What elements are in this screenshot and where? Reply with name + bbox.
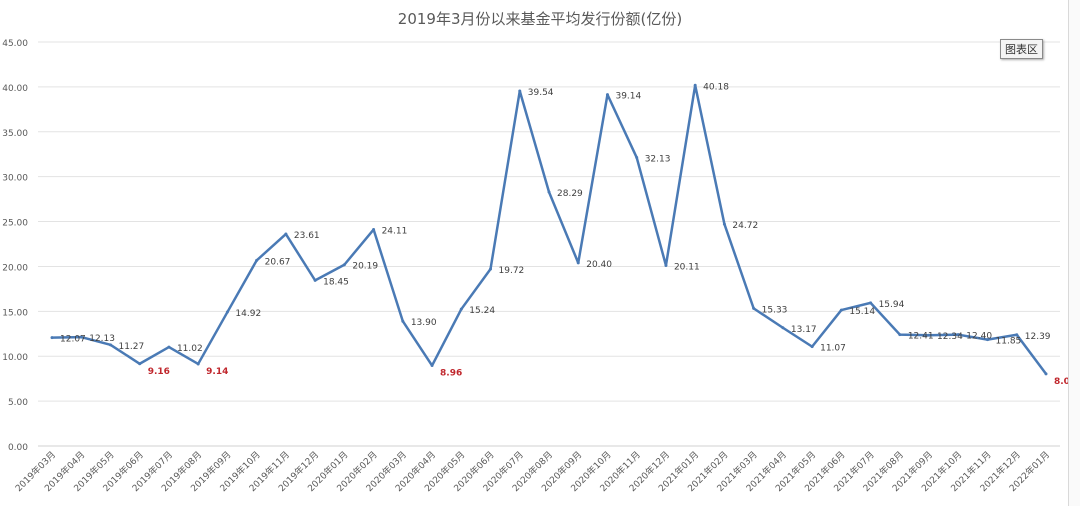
data-label: 20.67 <box>265 257 291 267</box>
data-point <box>781 326 785 330</box>
data-point <box>255 258 259 262</box>
data-point <box>138 362 142 366</box>
data-point <box>635 156 639 160</box>
data-point <box>1044 372 1048 376</box>
y-tick-label: 15.00 <box>2 308 28 318</box>
data-label: 15.24 <box>469 306 495 316</box>
data-point <box>1015 333 1019 337</box>
data-label: 15.33 <box>762 305 788 315</box>
data-point <box>956 333 960 337</box>
data-point <box>576 261 580 265</box>
data-label: 13.17 <box>791 325 817 335</box>
data-label: 12.39 <box>1025 332 1051 342</box>
data-label: 12.07 <box>60 335 86 345</box>
data-point <box>459 307 463 311</box>
y-tick-label: 30.00 <box>2 174 28 184</box>
y-tick-label: 20.00 <box>2 263 28 273</box>
chart-title: 2019年3月份以来基金平均发行份额(亿份) <box>397 10 683 28</box>
data-point <box>898 333 902 337</box>
data-point <box>313 278 317 282</box>
y-tick-label: 35.00 <box>2 129 28 139</box>
series-line <box>51 84 1048 375</box>
data-label: 13.90 <box>411 318 437 328</box>
data-label: 15.94 <box>879 300 905 310</box>
data-point <box>79 335 83 339</box>
chart-area-tooltip: 图表区 <box>1000 39 1043 59</box>
data-label: 14.92 <box>235 309 261 319</box>
data-point <box>50 336 54 340</box>
y-tick-label: 45.00 <box>2 39 28 49</box>
y-tick-label: 40.00 <box>2 84 28 94</box>
data-label: 20.11 <box>674 262 700 272</box>
data-label: 24.72 <box>732 221 758 231</box>
data-point <box>167 345 171 349</box>
data-label: 39.14 <box>615 92 641 102</box>
data-label: 12.13 <box>89 334 115 344</box>
data-point <box>518 89 522 93</box>
data-label: 15.14 <box>849 307 875 317</box>
data-point <box>430 364 434 368</box>
data-label: 11.02 <box>177 344 203 354</box>
y-tick-label: 10.00 <box>2 353 28 363</box>
data-point <box>664 263 668 267</box>
data-point <box>986 338 990 342</box>
data-point <box>839 308 843 312</box>
data-label: 11.07 <box>820 344 846 354</box>
y-tick-label: 25.00 <box>2 219 28 229</box>
data-point <box>401 319 405 323</box>
data-label: 12.34 <box>937 332 963 342</box>
data-label: 20.19 <box>352 262 378 272</box>
data-label: 18.45 <box>323 277 349 287</box>
data-point <box>693 83 697 87</box>
data-label: 24.11 <box>382 227 408 237</box>
data-label: 9.14 <box>206 367 228 377</box>
data-point <box>722 222 726 226</box>
data-point <box>225 310 229 314</box>
data-point <box>547 190 551 194</box>
data-label: 23.61 <box>294 231 320 241</box>
data-label: 12.40 <box>966 332 992 342</box>
right-border <box>1068 0 1080 506</box>
data-label: 11.85 <box>996 337 1022 347</box>
data-label: 9.16 <box>148 367 170 377</box>
data-label: 12.41 <box>908 332 934 342</box>
data-label: 20.40 <box>586 260 612 270</box>
y-tick-label: 5.00 <box>8 398 28 408</box>
data-label: 39.54 <box>528 88 554 98</box>
data-label: 32.13 <box>645 155 671 165</box>
data-point <box>810 345 814 349</box>
data-point <box>284 232 288 236</box>
data-point <box>869 301 873 305</box>
data-point <box>752 306 756 310</box>
data-label: 11.27 <box>118 342 144 352</box>
data-label: 40.18 <box>703 82 729 92</box>
data-point <box>108 343 112 347</box>
data-point <box>927 333 931 337</box>
y-tick-label: 0.00 <box>8 443 28 453</box>
data-label: 28.29 <box>557 189 583 199</box>
data-point <box>342 263 346 267</box>
data-label: 8.03 <box>1054 377 1076 387</box>
data-point <box>372 228 376 232</box>
data-point <box>196 362 200 366</box>
data-point <box>489 267 493 271</box>
data-point <box>605 93 609 97</box>
data-label: 8.96 <box>440 369 462 379</box>
data-label: 19.72 <box>499 266 525 276</box>
